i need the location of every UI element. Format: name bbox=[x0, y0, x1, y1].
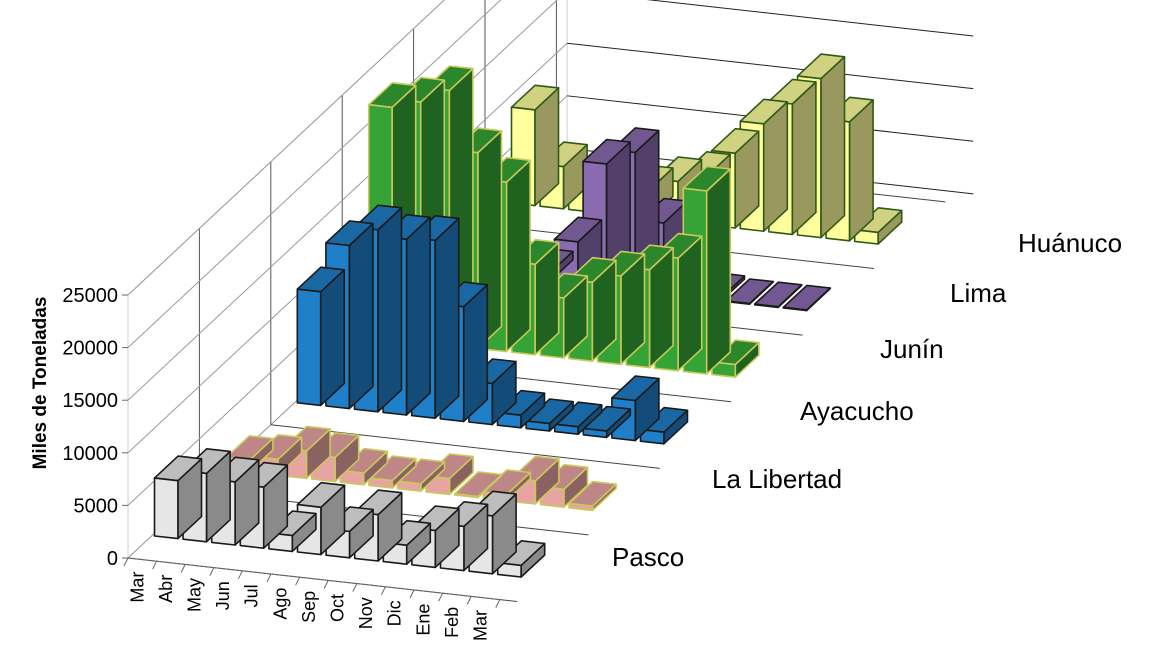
x-tick bbox=[123, 557, 129, 567]
bar bbox=[296, 266, 346, 407]
back-gridline bbox=[646, 0, 974, 37]
back-gridline bbox=[567, 42, 974, 90]
x-tick-label: Jul bbox=[242, 584, 262, 607]
series-label: Lima bbox=[950, 278, 1007, 308]
x-tick-label: Mar bbox=[127, 572, 147, 603]
x-tick bbox=[409, 589, 415, 599]
bar bbox=[782, 284, 832, 312]
x-tick-label: Dic bbox=[385, 600, 405, 626]
x-tick-label: Ene bbox=[413, 604, 433, 636]
x-tick bbox=[180, 564, 186, 573]
x-tick bbox=[466, 596, 472, 605]
chart-bars bbox=[153, 53, 903, 578]
y-tick-label: 15000 bbox=[62, 390, 118, 412]
x-tick bbox=[295, 576, 301, 586]
series-label: La Libertad bbox=[712, 464, 842, 494]
bar bbox=[453, 471, 503, 499]
x-tick bbox=[380, 586, 386, 596]
x-tick bbox=[352, 583, 358, 592]
series-label: Pasco bbox=[612, 542, 684, 572]
x-tick bbox=[495, 599, 501, 608]
bar bbox=[568, 480, 617, 512]
chart-labels: 0 5000 10000 15000 20000 25000 Mar Abr May Jun Jul… bbox=[30, 228, 1122, 641]
x-tick-label: Feb bbox=[442, 607, 462, 638]
y-gridline bbox=[127, 0, 445, 296]
bar bbox=[753, 281, 803, 309]
y-gridline bbox=[127, 0, 502, 348]
y-gridline bbox=[127, 0, 558, 401]
x-tick bbox=[266, 573, 272, 583]
x-tick-label: Sep bbox=[299, 591, 319, 623]
x-tick-label: Ago bbox=[270, 588, 290, 620]
x-tick bbox=[237, 570, 243, 580]
x-tick-label: Jun bbox=[213, 581, 233, 610]
bar bbox=[153, 455, 203, 540]
series-label: Huánuco bbox=[1018, 228, 1122, 258]
x-tick bbox=[209, 567, 215, 576]
y-tick-label: 20000 bbox=[62, 338, 118, 360]
bar bbox=[582, 405, 632, 439]
bar bbox=[368, 455, 417, 489]
x-tick-label: Mar bbox=[471, 610, 491, 641]
bar bbox=[725, 278, 774, 306]
y-tick-label: 0 bbox=[107, 548, 118, 570]
x-axis-line bbox=[127, 557, 500, 601]
y-tick-label: 5000 bbox=[74, 495, 119, 517]
y-axis-title: Miles de Toneladas bbox=[30, 297, 51, 470]
bar bbox=[396, 458, 446, 493]
x-tick bbox=[152, 560, 158, 570]
x-tick bbox=[438, 592, 444, 602]
y-tick-label: 10000 bbox=[62, 443, 118, 465]
bar bbox=[339, 447, 389, 486]
x-tick-label: Nov bbox=[356, 597, 376, 629]
series-label: Ayacucho bbox=[800, 396, 914, 426]
x-tick bbox=[323, 580, 329, 589]
y-tick-label: 25000 bbox=[62, 285, 118, 307]
series-label: Junín bbox=[880, 334, 944, 364]
x-tick-label: May bbox=[185, 578, 205, 612]
x-tick-label: Oct bbox=[328, 594, 348, 622]
x-tick-label: Abr bbox=[156, 575, 176, 603]
